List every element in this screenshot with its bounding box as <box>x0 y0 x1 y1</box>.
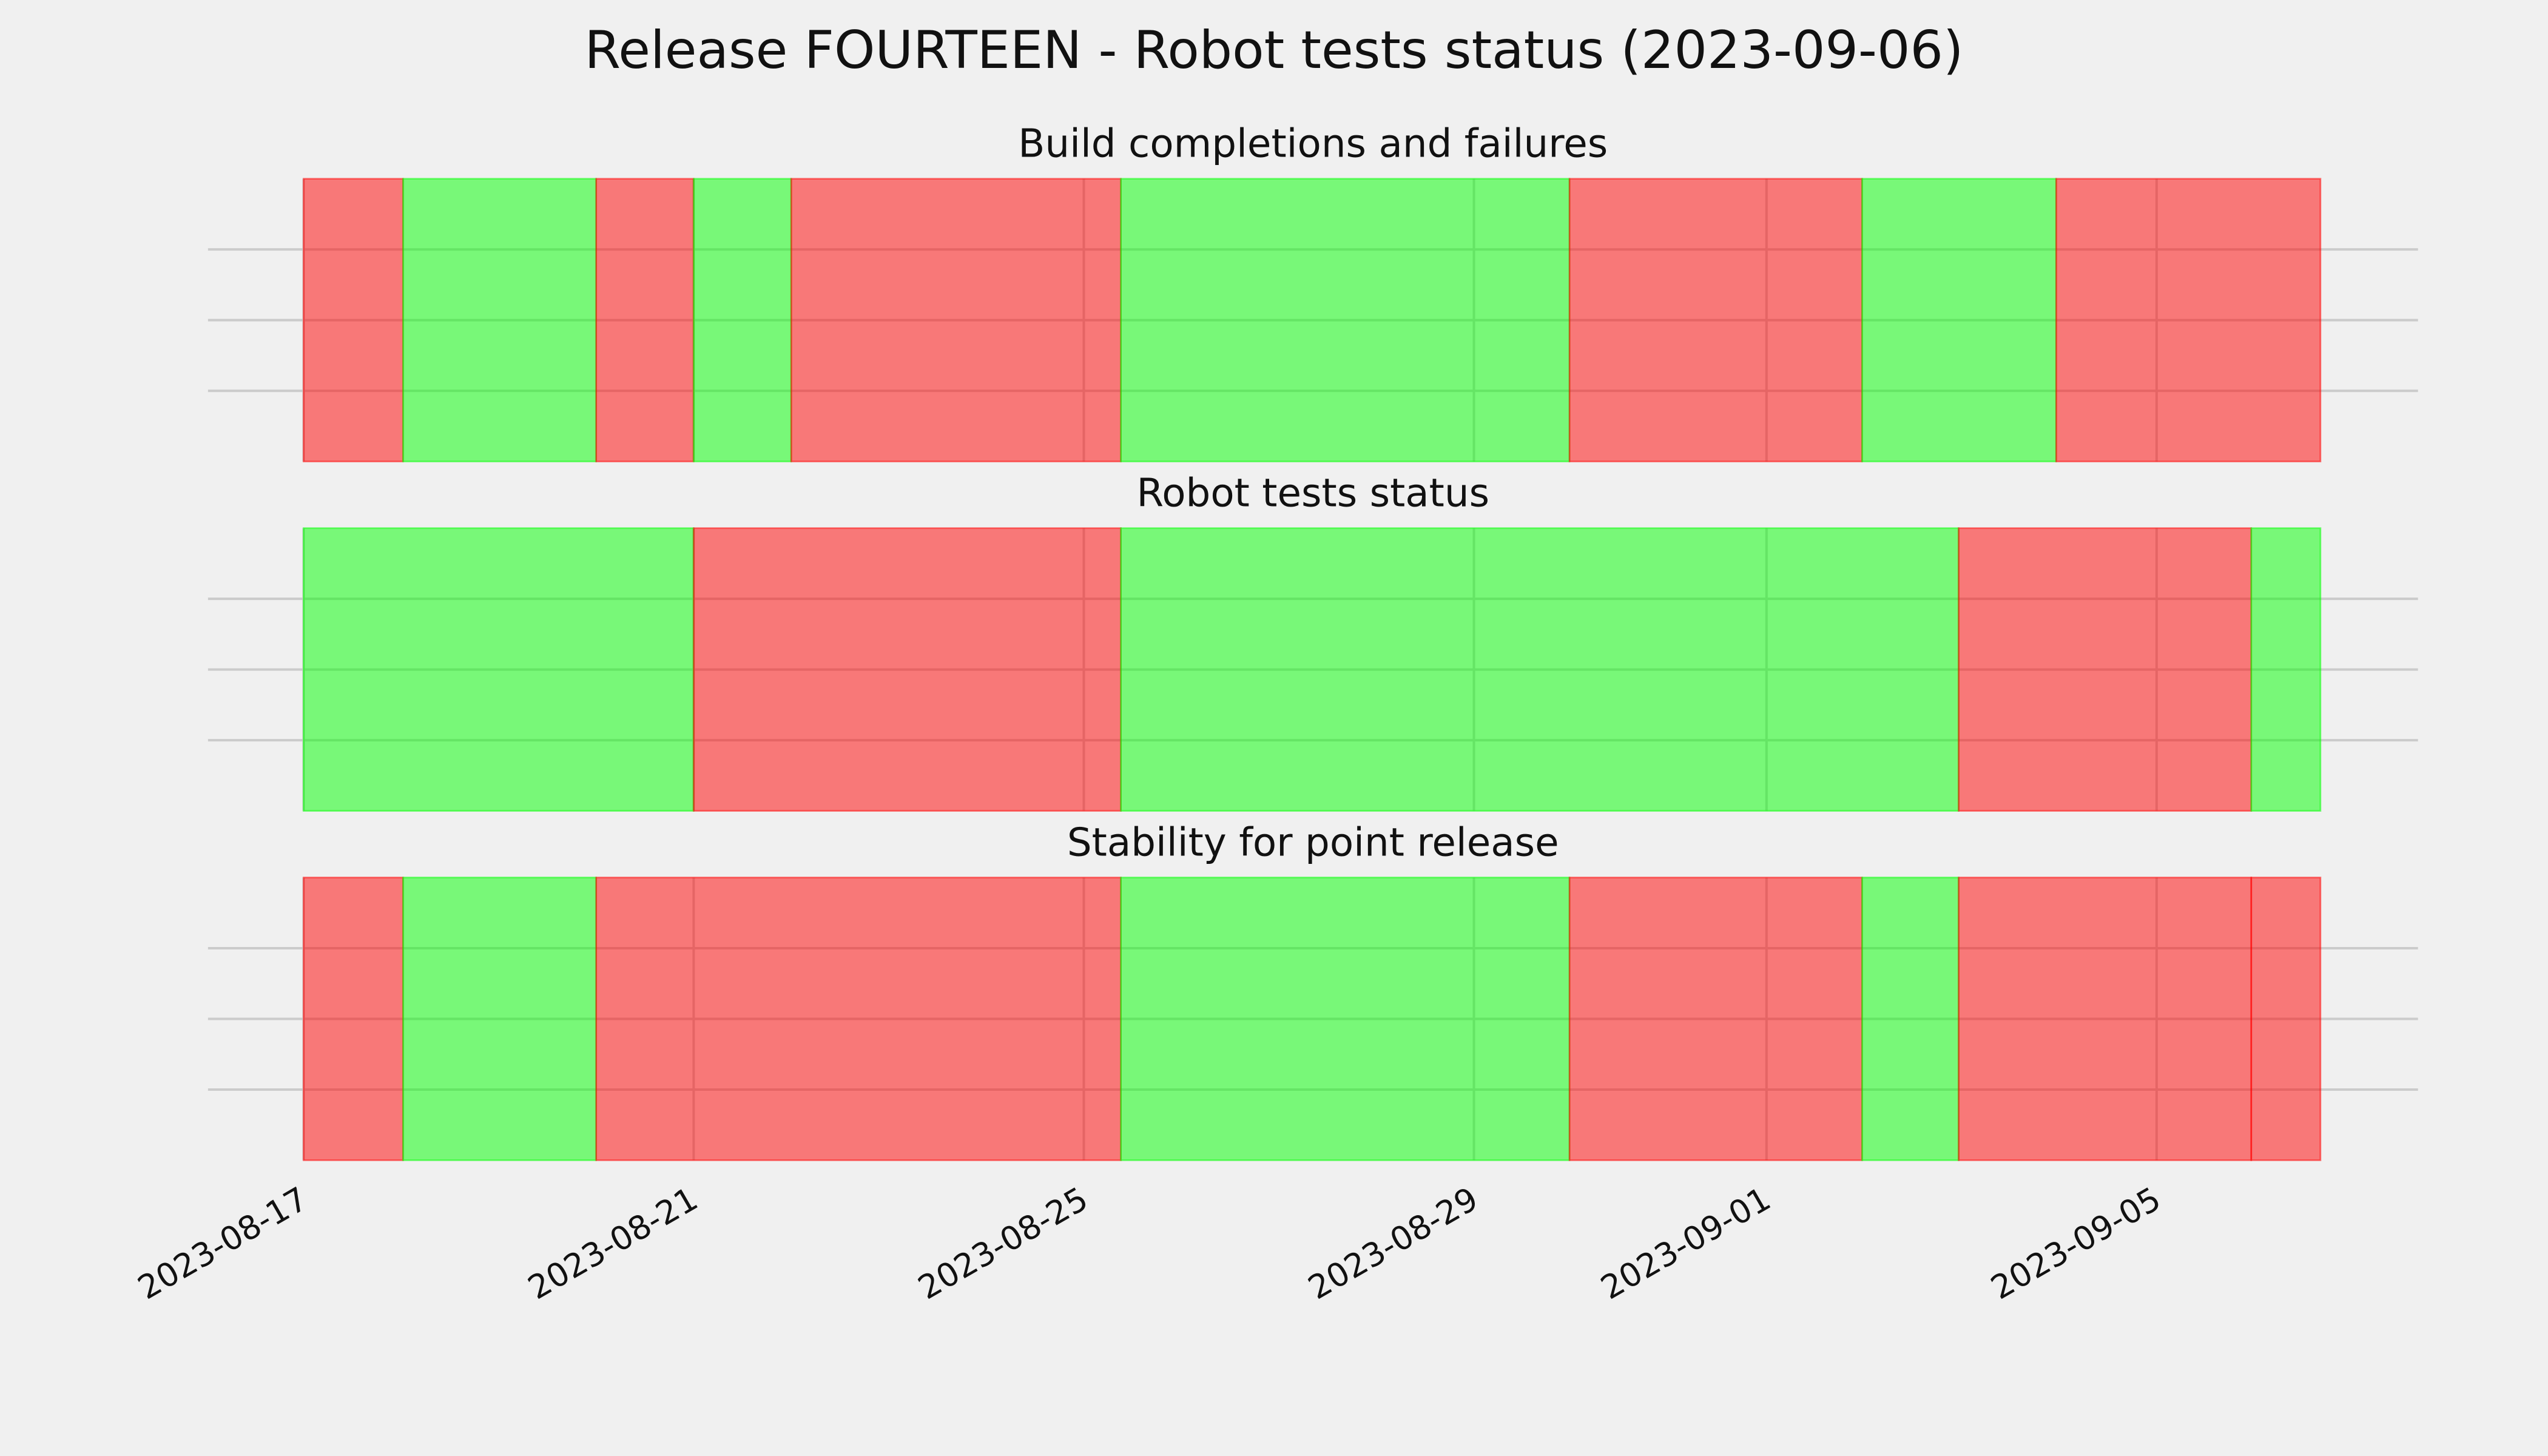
status-span <box>1568 877 1863 1161</box>
status-span <box>595 178 695 463</box>
status-span <box>2055 178 2322 463</box>
status-span <box>2250 877 2322 1161</box>
status-span <box>693 178 792 463</box>
status-span <box>693 527 1122 812</box>
status-span <box>1568 178 1863 463</box>
status-span <box>1958 527 2253 812</box>
status-span <box>303 527 695 812</box>
chart-title: Release FOURTEEN - Robot tests status (2… <box>585 20 1964 81</box>
status-span <box>1958 877 2253 1161</box>
status-span <box>303 877 404 1161</box>
status-span <box>595 877 1122 1161</box>
status-span <box>402 178 598 463</box>
status-span <box>790 178 1122 463</box>
status-span <box>1861 877 1960 1161</box>
panel-title: Build completions and failures <box>1018 121 1608 167</box>
panel-title: Stability for point release <box>1067 820 1559 865</box>
status-span <box>1120 178 1571 463</box>
status-span <box>303 178 404 463</box>
status-span <box>2250 527 2322 812</box>
panel-title: Robot tests status <box>1136 471 1489 516</box>
status-span <box>1120 877 1571 1161</box>
status-span <box>402 877 598 1161</box>
status-span <box>1120 527 1960 812</box>
status-span <box>1861 178 2057 463</box>
